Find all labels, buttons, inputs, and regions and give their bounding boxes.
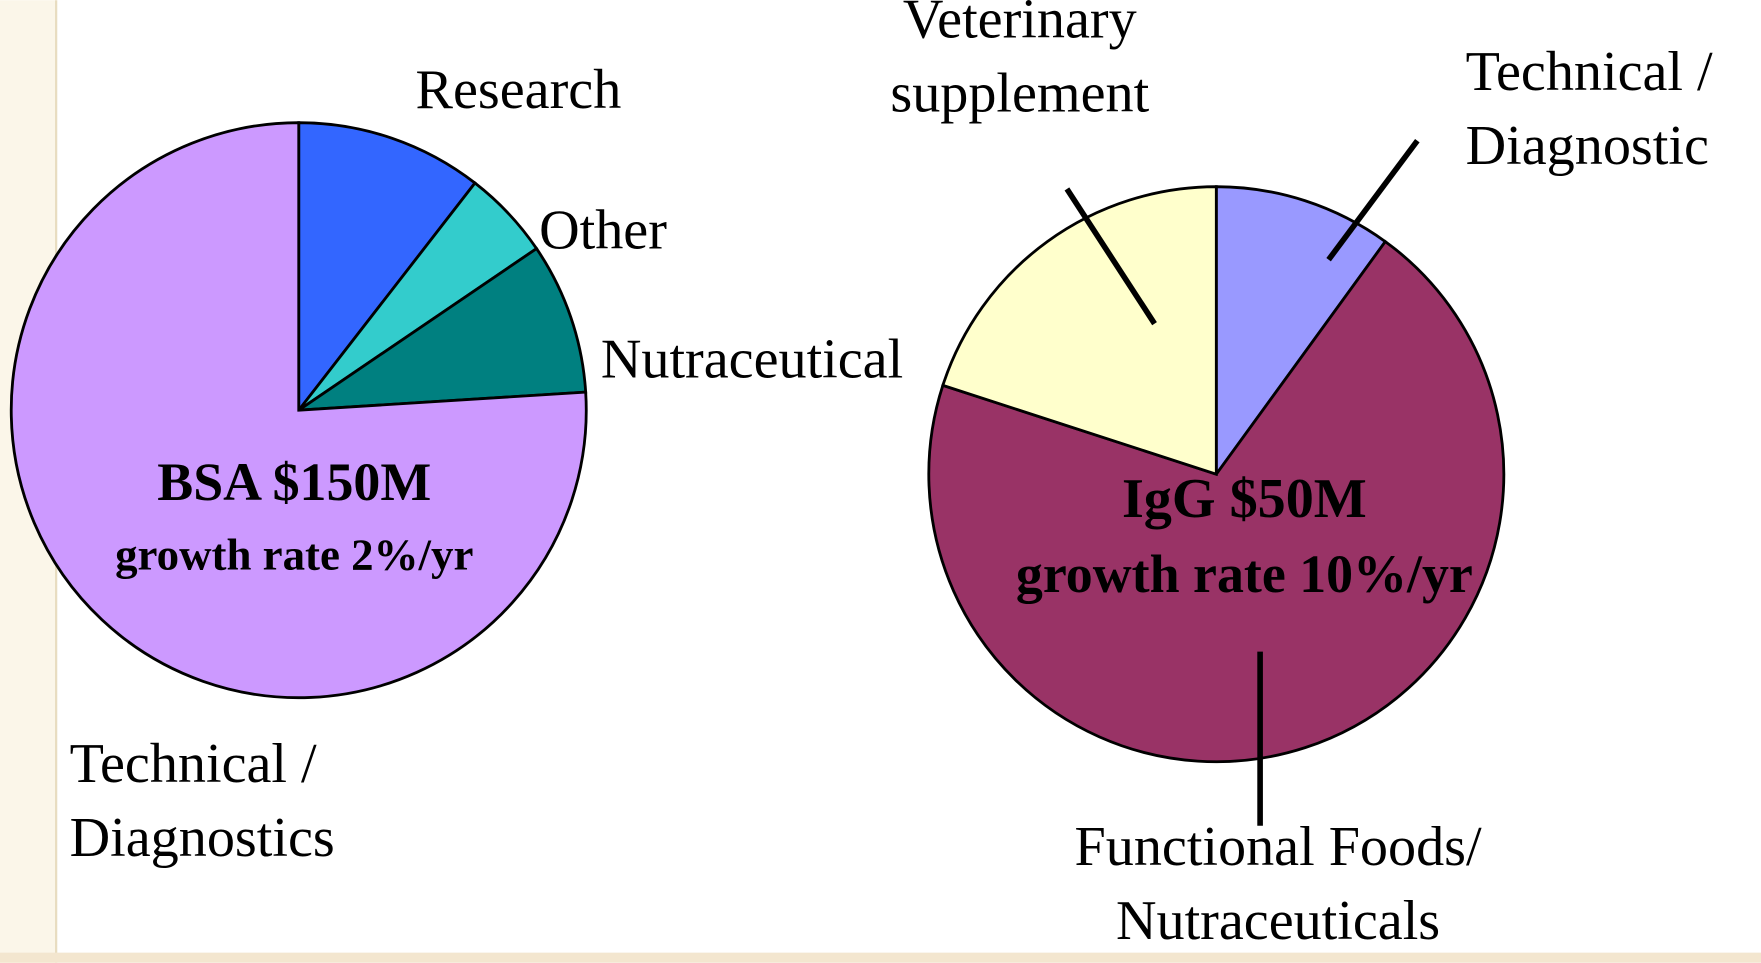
leader-line (1064, 187, 1157, 326)
label-line: supplement (890, 62, 1149, 124)
chart-title: IgG $50M (1122, 468, 1367, 530)
label-line: Veterinary (903, 0, 1137, 50)
pie-slice (927, 239, 1506, 764)
slice-label: Technical / Diagnostic (1466, 41, 1713, 177)
label-line: Functional Foods/ (1075, 816, 1482, 878)
label-line: Diagnostics (70, 807, 335, 869)
slice-label: Functional Foods/Nutraceuticals (1075, 816, 1482, 952)
slice-label: Other (539, 199, 667, 261)
label-line: Other (539, 199, 667, 261)
chart-title: BSA $150M (157, 452, 431, 512)
pie-slice (1214, 185, 1388, 479)
label-line: Technical / (70, 733, 317, 795)
slice-label: Nutraceutical (601, 329, 903, 391)
leader-line (1326, 138, 1420, 262)
pie-slice (9, 121, 588, 700)
leader-lines (1064, 138, 1420, 826)
slice-label: Research (416, 59, 622, 121)
label-line: Nutraceutical (601, 329, 903, 391)
charts: Research Other Nutraceutical Technical / Dia… (9, 0, 1713, 952)
pie-slice (293, 246, 588, 412)
label-line: Research (416, 59, 622, 121)
label-line: Diagnostic (1466, 115, 1709, 177)
label-line: Nutraceuticals (1116, 890, 1440, 952)
chart-subtitle: growth rate 2%/yr (115, 530, 473, 580)
label-line: Technical / (1466, 41, 1713, 103)
slice-label: Veterinary supplement (890, 0, 1149, 124)
chart-subtitle: growth rate 10%/yr (1016, 544, 1473, 604)
pie-slice (941, 185, 1218, 477)
pie-slice (297, 121, 477, 415)
bottom-band (0, 952, 1761, 963)
slice-label: Technical / Diagnostics (70, 733, 335, 869)
